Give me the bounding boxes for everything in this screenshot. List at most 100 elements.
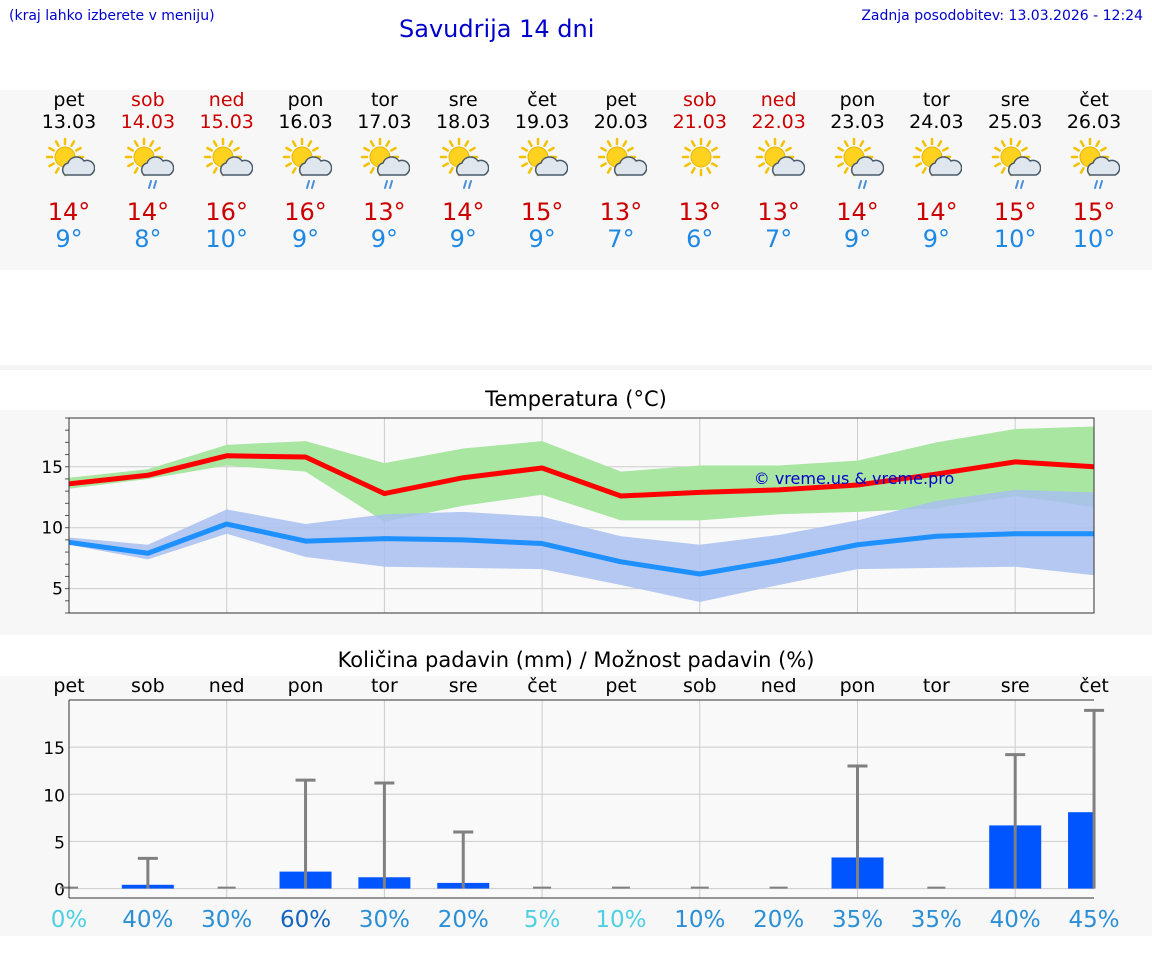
- location-menu-hint: (kraj lahko izberete v meniju): [9, 8, 215, 24]
- x-category-label: sre: [1001, 675, 1030, 697]
- x-category-label: pon: [288, 675, 324, 697]
- sun-cloud-icon: [597, 135, 648, 195]
- watermark: © vreme.us & vreme.pro: [754, 469, 955, 488]
- x-category-label: tor: [371, 675, 398, 697]
- sun-icon: [676, 135, 726, 195]
- x-category-label: pet: [605, 675, 636, 697]
- sun-cloud-icon: [203, 135, 254, 195]
- precipitation-bar: [1068, 812, 1095, 889]
- day-name: čet: [1079, 89, 1109, 111]
- min-temperature: 10°: [993, 225, 1037, 253]
- day-date: 17.03: [357, 111, 412, 133]
- sun-cloud-icon: [912, 135, 963, 195]
- forecast-strip: [0, 90, 1152, 270]
- min-temperature: 9°: [843, 225, 872, 253]
- day-name: pet: [605, 89, 637, 111]
- day-name: pet: [53, 89, 85, 111]
- sun-cloud-rain-icon: [439, 135, 490, 195]
- x-category-label: sre: [449, 675, 478, 697]
- precipitation-chance-label: 35%: [911, 907, 962, 933]
- max-temperature-line: [68, 453, 1095, 499]
- day-date: 26.03: [1066, 111, 1122, 133]
- max-temperature: 14°: [441, 198, 485, 226]
- last-updated: Zadnja posodobitev: 13.03.2026 - 12:24: [861, 8, 1143, 24]
- precipitation-chance-label: 20%: [753, 907, 804, 933]
- x-category-label: čet: [1079, 675, 1109, 697]
- max-temperature: 13°: [757, 198, 800, 226]
- day-date: 18.03: [436, 111, 491, 133]
- day-date: 20.03: [593, 111, 649, 133]
- day-name: ned: [208, 89, 245, 111]
- day-date: 15.03: [199, 111, 254, 133]
- y-tick-label: 5: [52, 580, 63, 600]
- sun-cloud-rain-icon: [991, 135, 1042, 195]
- max-temperature: 15°: [1072, 198, 1116, 226]
- max-temperature: 14°: [126, 198, 170, 226]
- min-temperature: 7°: [765, 225, 793, 253]
- min-temperature: 9°: [528, 225, 556, 253]
- max-temperature: 14°: [47, 198, 91, 226]
- day-date: 25.03: [987, 111, 1043, 133]
- precipitation-chance-label: 5%: [524, 907, 561, 933]
- sun-cloud-rain-icon: [282, 135, 332, 195]
- x-category-label: ned: [761, 675, 797, 697]
- min-temperature: 10°: [205, 225, 248, 253]
- max-temperature: 13°: [678, 198, 722, 226]
- day-name: sre: [1000, 89, 1030, 111]
- max-temperature: 14°: [915, 198, 958, 226]
- max-temperature-band: [69, 426, 1095, 522]
- last-updated-value: 13.03.2026 - 12:24: [1008, 8, 1143, 24]
- day-date: 22.03: [751, 111, 806, 133]
- day-name: pon: [287, 89, 324, 111]
- min-temperature: 9°: [291, 225, 320, 253]
- day-name: sre: [448, 89, 478, 111]
- x-category-label: čet: [527, 675, 557, 697]
- x-category-label: pet: [53, 675, 84, 697]
- day-name: pon: [839, 89, 876, 111]
- day-date: 24.03: [909, 111, 964, 133]
- temperature-chart: 5 10 15 © vreme.us & vreme.pro: [41, 417, 1095, 614]
- min-temperature: 9°: [922, 225, 950, 253]
- max-temperature: 16°: [284, 198, 327, 226]
- min-temperature: 9°: [55, 225, 83, 253]
- min-temperature: 8°: [134, 225, 162, 253]
- precipitation-chance-label: 10%: [595, 907, 646, 933]
- max-temperature: 13°: [363, 198, 406, 226]
- y-tick-label: 10: [43, 786, 65, 806]
- min-temperature-band: [69, 489, 1095, 603]
- min-temperature: 6°: [686, 225, 714, 253]
- y-tick-label: 0: [54, 881, 65, 901]
- min-temperature: 7°: [607, 225, 635, 253]
- day-name: sob: [683, 89, 717, 111]
- day-date: 13.03: [41, 111, 97, 133]
- max-temperature: 13°: [599, 198, 643, 226]
- max-temperature: 15°: [520, 198, 564, 226]
- page-title: Savudrija 14 dni: [399, 15, 595, 43]
- precipitation-chance-label: 40%: [990, 907, 1041, 933]
- day-name: tor: [922, 89, 950, 111]
- day-date: 19.03: [514, 111, 570, 133]
- x-category-label: sob: [131, 675, 165, 697]
- precipitation-chance-label: 60%: [280, 907, 331, 933]
- precipitation-chance-label: 30%: [359, 907, 410, 933]
- sun-cloud-rain-icon: [834, 135, 884, 195]
- sun-cloud-rain-icon: [1070, 135, 1121, 195]
- precipitation-chart: 0 5 10 15 pet sob ned pon tor sre čet pet sob ned pon t…: [43, 675, 1119, 933]
- temperature-chart-title: Temperatura (°C): [485, 387, 667, 411]
- plot-frame: [68, 417, 1095, 614]
- day-date: 16.03: [278, 111, 333, 133]
- max-temperature: 16°: [205, 198, 248, 226]
- last-updated-label: Zadnja posodobitev:: [861, 8, 1005, 24]
- precipitation-chance-label: 35%: [832, 907, 883, 933]
- precipitation-chance-label: 30%: [201, 907, 252, 933]
- precipitation-chance-label: 40%: [122, 907, 173, 933]
- min-temperature: 9°: [449, 225, 477, 253]
- precipitation-chance-label: 0%: [51, 907, 88, 933]
- x-category-label: pon: [840, 675, 876, 697]
- max-temperature: 15°: [993, 198, 1037, 226]
- x-category-label: tor: [923, 675, 950, 697]
- precipitation-chance-label: 10%: [674, 907, 725, 933]
- x-category-label: ned: [209, 675, 245, 697]
- day-name: ned: [760, 89, 797, 111]
- sun-cloud-rain-icon: [360, 135, 411, 195]
